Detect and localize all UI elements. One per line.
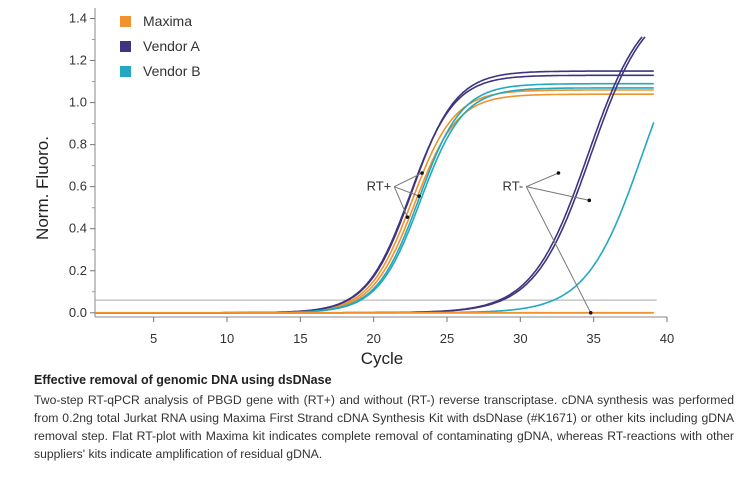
series-line — [95, 82, 654, 314]
y-tick-label: 0.0 — [69, 305, 87, 320]
y-tick-label: 0.6 — [69, 179, 87, 194]
y-tick-label: 1.0 — [69, 95, 87, 110]
y-tick-label: 0.4 — [69, 221, 87, 236]
annotation-point — [405, 215, 410, 219]
y-tick-label: 1.2 — [69, 53, 87, 68]
annotation-point — [417, 194, 421, 198]
annotation-line — [394, 186, 420, 197]
annotation-line — [526, 172, 559, 188]
annotation-line — [526, 186, 590, 201]
annotation-label: RT+ — [367, 179, 392, 194]
figure-caption: Effective removal of genomic DNA using d… — [34, 372, 734, 463]
legend: Maxima Vendor A Vendor B — [120, 13, 201, 79]
qpcr-chart: 0.00.20.40.60.81.01.21.45 10 15 20 25 30 35 40 … — [33, 8, 674, 368]
y-axis-title: Norm. Fluoro. — [33, 136, 52, 240]
annotation-line — [393, 186, 408, 218]
legend-swatch — [120, 41, 131, 52]
x-tick-label: 40 — [660, 331, 674, 346]
caption-body: Two-step RT-qPCR analysis of PBGD gene w… — [34, 393, 734, 461]
x-tick-label: 20 — [366, 331, 380, 346]
y-tick-label: 0.8 — [69, 137, 87, 152]
caption-title: Effective removal of genomic DNA using d… — [34, 373, 332, 387]
annotation-point — [587, 198, 592, 203]
annotations: RT+ RT- — [367, 171, 593, 315]
x-axis-title: Cycle — [361, 349, 404, 368]
annotation-line — [525, 186, 592, 314]
x-tick-label: 30 — [513, 331, 527, 346]
annotation-point — [420, 171, 424, 175]
series-line — [95, 89, 654, 314]
x-tick-label: 15 — [293, 331, 307, 346]
x-tick-label: 35 — [586, 331, 600, 346]
x-tick-label: 5 — [150, 331, 157, 346]
plot-series — [95, 36, 655, 314]
legend-swatch — [120, 66, 131, 77]
legend-label: Vendor A — [143, 38, 200, 54]
annotation-point — [588, 310, 593, 315]
annotation-label: RT- — [503, 179, 524, 194]
legend-label: Vendor B — [143, 63, 201, 79]
x-tick-label: 10 — [220, 331, 234, 346]
annotation-line — [394, 172, 423, 188]
axes: 0.0 0.2 0.4 0.6 0.8 1.0 1.2 1.4 5 10 15 20 25 30 35 40 — [69, 8, 674, 346]
annotation-point — [556, 171, 561, 175]
legend-label: Maxima — [143, 13, 192, 29]
y-tick-label: 0.2 — [69, 263, 87, 278]
series-line — [95, 74, 654, 314]
x-tick-label: 25 — [440, 331, 454, 346]
y-tick-label: 1.4 — [69, 11, 87, 26]
legend-swatch — [120, 16, 131, 27]
